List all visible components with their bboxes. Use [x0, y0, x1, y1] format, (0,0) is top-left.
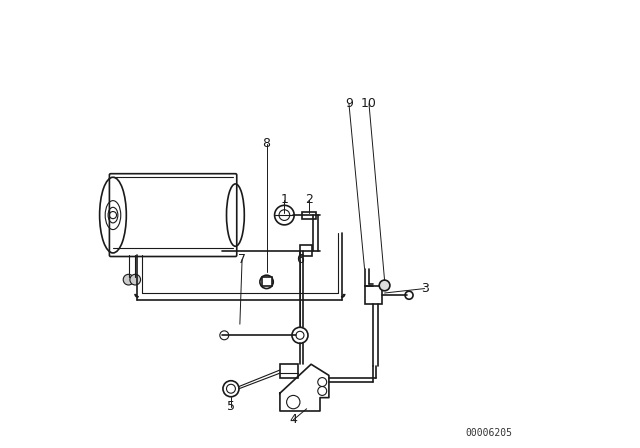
- Circle shape: [130, 274, 141, 285]
- Text: 9: 9: [345, 97, 353, 110]
- Text: 1: 1: [280, 193, 288, 206]
- Bar: [280, 364, 298, 378]
- Bar: [262, 276, 272, 286]
- Circle shape: [124, 274, 134, 285]
- Text: 8: 8: [262, 138, 271, 151]
- Circle shape: [380, 280, 390, 291]
- Text: 10: 10: [361, 97, 377, 110]
- Bar: [365, 286, 382, 304]
- Text: 4: 4: [289, 414, 297, 426]
- Text: 5: 5: [227, 400, 235, 413]
- Text: 3: 3: [420, 282, 429, 295]
- Text: 00006205: 00006205: [466, 428, 513, 438]
- Bar: [302, 211, 316, 219]
- Text: 7: 7: [238, 253, 246, 266]
- FancyBboxPatch shape: [109, 174, 237, 257]
- Bar: [300, 246, 312, 256]
- Text: 6: 6: [296, 253, 304, 266]
- Text: 2: 2: [305, 193, 313, 206]
